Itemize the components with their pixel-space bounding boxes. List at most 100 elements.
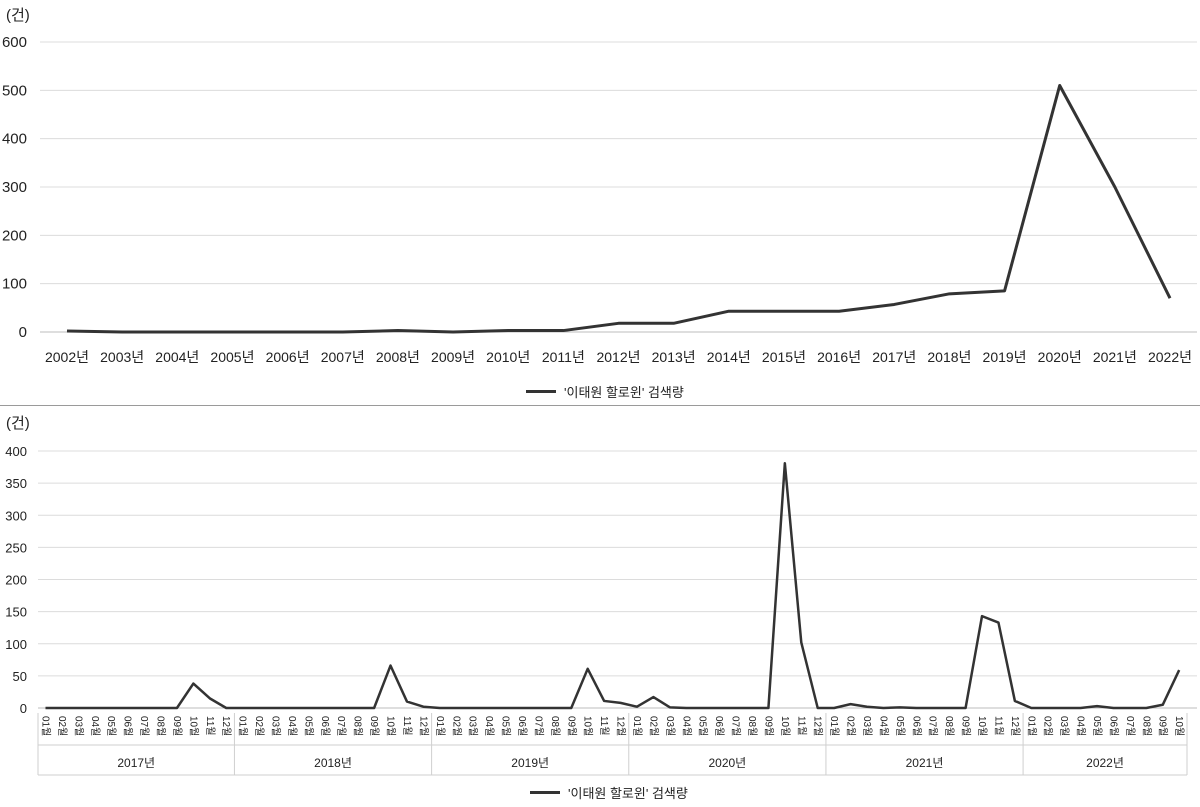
x-tick-label: 04월 — [877, 716, 889, 736]
x-tick-label: 03월 — [72, 716, 84, 736]
x-tick-label: 12월 — [417, 716, 429, 736]
x-tick-label: 06월 — [122, 716, 134, 736]
x-tick-label: 06월 — [910, 716, 922, 736]
x-tick-label: 01월 — [40, 716, 52, 736]
x-tick-label: 2008년 — [376, 349, 420, 365]
x-tick-label: 11월 — [401, 716, 413, 736]
x-tick-label: 05월 — [1091, 716, 1103, 736]
chart1-unit-label: (건) — [6, 7, 30, 24]
x-tick-label: 10월 — [385, 716, 397, 736]
x-tick-label: 07월 — [532, 716, 544, 736]
y-tick-label: 150 — [5, 605, 27, 620]
x-tick-label: 2016년 — [817, 349, 861, 365]
y-tick-label: 100 — [2, 276, 27, 293]
x-tick-label: 09월 — [960, 716, 972, 736]
x-tick-label: 03월 — [270, 716, 282, 736]
x-tick-label: 07월 — [730, 716, 742, 736]
y-tick-label: 400 — [2, 131, 27, 148]
x-tick-label: 05월 — [500, 716, 512, 736]
chart1-legend-label: '이태원 할로윈' 검색량 — [564, 385, 684, 400]
x-tick-label: 2005년 — [210, 349, 254, 365]
x-tick-label: 10월 — [582, 716, 594, 736]
x-tick-label: 01월 — [237, 716, 249, 736]
x-tick-label: 2009년 — [431, 349, 475, 365]
x-tick-label: 02월 — [56, 716, 68, 736]
x-tick-label: 04월 — [1075, 716, 1087, 736]
x-tick-label: 09월 — [368, 716, 380, 736]
y-tick-label: 300 — [5, 508, 27, 523]
x-tick-label: 07월 — [138, 716, 150, 736]
x-tick-label: 02월 — [1042, 716, 1054, 736]
x-tick-label: 2021년 — [1093, 349, 1137, 365]
x-tick-label: 2012년 — [596, 349, 640, 365]
x-tick-label: 01월 — [1025, 716, 1037, 736]
x-tick-label: 02월 — [647, 716, 659, 736]
x-tick-label: 2003년 — [100, 349, 144, 365]
y-tick-label: 200 — [5, 573, 27, 588]
x-tick-label: 2004년 — [155, 349, 199, 365]
chart2-unit-label: (건) — [6, 415, 30, 432]
x-tick-label: 08월 — [549, 716, 561, 736]
x-tick-label: 01월 — [434, 716, 446, 736]
chart1-legend: '이태원 할로윈' 검색량 — [526, 382, 684, 401]
y-tick-label: 100 — [5, 637, 27, 652]
x-tick-label: 08월 — [1140, 716, 1152, 736]
x-tick-label: 2017년 — [872, 349, 916, 365]
chart2-legend-label: '이태원 할로윈' 검색량 — [568, 786, 688, 801]
x-tick-label: 05월 — [697, 716, 709, 736]
x-tick-label: 12월 — [220, 716, 232, 736]
x-tick-label: 06월 — [1107, 716, 1119, 736]
x-tick-label: 08월 — [352, 716, 364, 736]
annual-search-chart: 0 100 200 300 400 500 600 2002년 2003년 2004년 2005년 2… — [2, 34, 1197, 365]
x-tick-label: 10월 — [779, 716, 791, 736]
x-tick-label: 09월 — [1157, 716, 1169, 736]
x-tick-label: 11월 — [795, 716, 807, 736]
chart2-legend: '이태원 할로윈' 검색량 — [530, 783, 688, 802]
x-tick-label: 10월 — [976, 716, 988, 736]
y-tick-label: 0 — [20, 701, 27, 716]
x-tick-label: 12월 — [812, 716, 824, 736]
x-tick-label: 05월 — [105, 716, 117, 736]
x-tick-label: 2018년 — [927, 349, 971, 365]
x-tick-label: 02월 — [845, 716, 857, 736]
x-tick-label: 2019년 — [983, 349, 1027, 365]
x-tick-label: 11월 — [204, 716, 216, 736]
x-tick-label: 06월 — [319, 716, 331, 736]
x-tick-label: 08월 — [155, 716, 167, 736]
x-tick-label: 04월 — [680, 716, 692, 736]
x-tick-label: 2010년 — [486, 349, 530, 365]
series-line — [45, 461, 1181, 710]
x-tick-label: 2015년 — [762, 349, 806, 365]
chart1-legend-swatch — [526, 390, 556, 393]
x-tick-label: 10월 — [187, 716, 199, 736]
x-group-label: 2022년 — [1086, 756, 1124, 770]
x-tick-label: 2014년 — [707, 349, 751, 365]
y-tick-label: 0 — [19, 324, 27, 341]
x-group-label: 2018년 — [314, 756, 352, 770]
x-tick-label: 02월 — [450, 716, 462, 736]
x-tick-label: 06월 — [516, 716, 528, 736]
x-group-label: 2021년 — [906, 756, 944, 770]
chart2-legend-swatch — [530, 791, 560, 794]
x-tick-label: 2002년 — [45, 349, 89, 365]
x-tick-label: 07월 — [927, 716, 939, 736]
x-group-label: 2017년 — [117, 756, 155, 770]
y-tick-label: 300 — [2, 179, 27, 196]
x-tick-label: 09월 — [762, 716, 774, 736]
monthly-search-chart: 0 50 100 150 200 250 300 350 400 01월 02월 03월 04월 05월 0… — [5, 444, 1197, 776]
chart-divider — [0, 405, 1200, 406]
x-group-label: 2019년 — [511, 756, 549, 770]
x-tick-label: 05월 — [894, 716, 906, 736]
y-tick-label: 350 — [5, 476, 27, 491]
x-tick-label: 10월 — [1173, 716, 1185, 736]
x-group-label: 2020년 — [708, 756, 746, 770]
x-tick-label: 05월 — [302, 716, 314, 736]
x-tick-label: 11월 — [992, 716, 1004, 736]
x-tick-label: 2020년 — [1038, 349, 1082, 365]
x-tick-label: 09월 — [171, 716, 183, 736]
y-tick-label: 400 — [5, 444, 27, 459]
x-tick-label: 03월 — [467, 716, 479, 736]
y-tick-label: 50 — [13, 669, 27, 684]
x-tick-label: 12월 — [615, 716, 627, 736]
x-tick-label: 09월 — [565, 716, 577, 736]
